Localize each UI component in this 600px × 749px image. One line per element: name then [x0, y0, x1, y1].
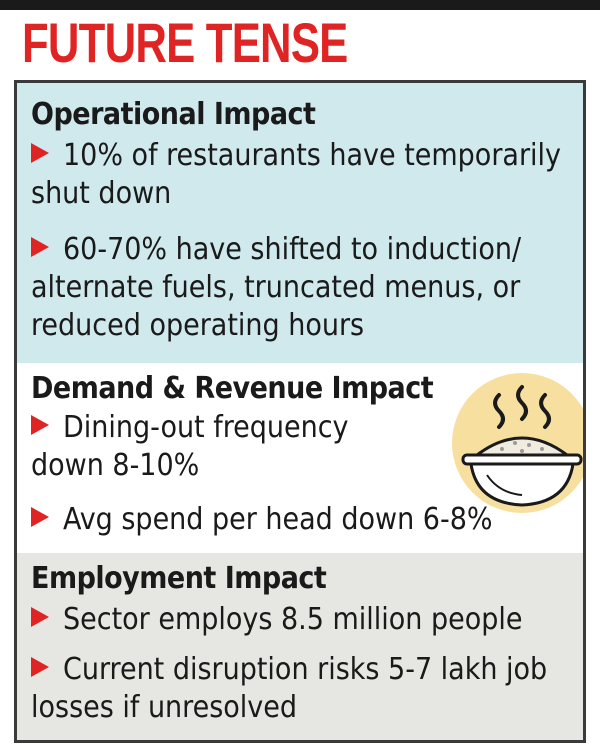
- page-title: FUTURE TENSE: [22, 11, 348, 74]
- list-item: Avg spend per head down 6-8%: [31, 501, 571, 539]
- section-heading: Employment Impact: [31, 561, 327, 596]
- section-heading: Operational Impact: [31, 97, 316, 132]
- list-item-text: Dining-out frequency down 8-10%: [31, 410, 349, 483]
- list-item-text: 60-70% have shifted to induction/ altern…: [31, 232, 522, 343]
- list-item: Dining-out frequency down 8-10%: [31, 409, 411, 485]
- top-bar: [0, 0, 600, 10]
- list-item: 10% of restaurants have temporarily shut…: [31, 137, 571, 213]
- list-item-text: 10% of restaurants have temporarily shut…: [31, 138, 562, 211]
- list-item-text: Avg spend per head down 6-8%: [63, 502, 493, 537]
- steaming-bowl-icon: [452, 373, 583, 513]
- arrow-bullet-icon: [31, 237, 49, 257]
- list-item: 60-70% have shifted to induction/ altern…: [31, 231, 571, 345]
- section-demand-revenue-impact: Demand & Revenue Impact Dining-out frequ…: [17, 363, 583, 553]
- arrow-bullet-icon: [31, 507, 49, 527]
- section-heading: Demand & Revenue Impact: [31, 371, 434, 406]
- infobox: Operational Impact 10% of restaurants ha…: [14, 80, 586, 743]
- arrow-bullet-icon: [31, 143, 49, 163]
- section-employment-impact: Employment Impact Sector employs 8.5 mil…: [17, 553, 583, 740]
- arrow-bullet-icon: [31, 657, 49, 677]
- arrow-bullet-icon: [31, 415, 49, 435]
- list-item-text: Sector employs 8.5 million people: [63, 602, 523, 637]
- arrow-bullet-icon: [31, 607, 49, 627]
- list-item-text: Current disruption risks 5-7 lakh job lo…: [31, 652, 548, 725]
- list-item: Sector employs 8.5 million people: [31, 601, 571, 639]
- section-operational-impact: Operational Impact 10% of restaurants ha…: [17, 83, 583, 363]
- list-item: Current disruption risks 5-7 lakh job lo…: [31, 651, 571, 727]
